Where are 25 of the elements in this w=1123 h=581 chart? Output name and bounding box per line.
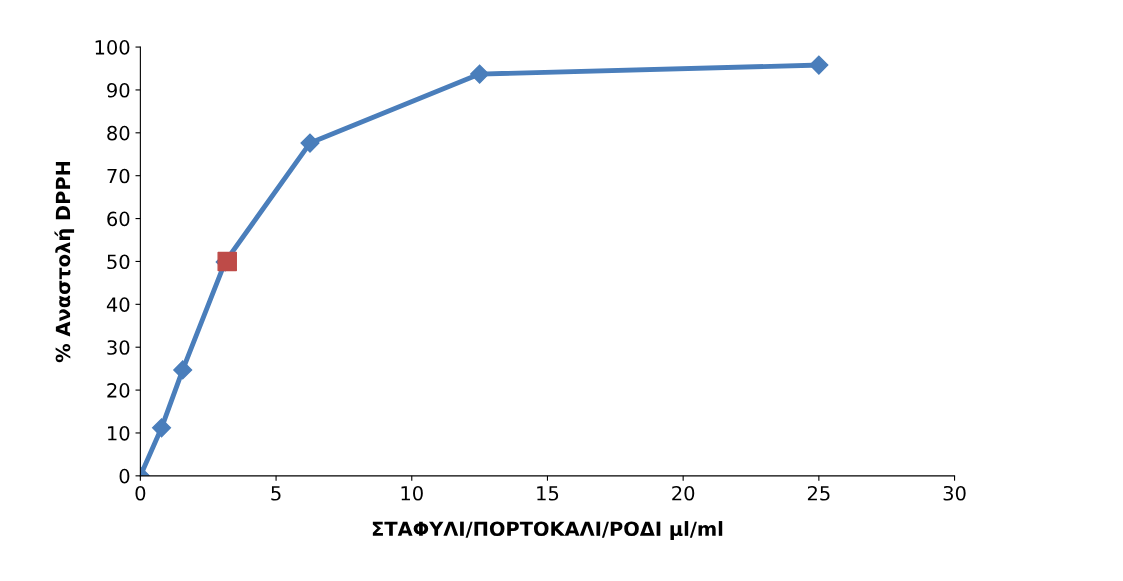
x-tick-label: 5 — [271, 486, 281, 501]
point — [300, 133, 320, 153]
point — [173, 360, 193, 380]
y-tick-label: 40 — [106, 297, 130, 312]
x-tick-label: 15 — [537, 486, 559, 501]
point — [470, 64, 490, 84]
x-axis-title: ΣΤΑΦΥΛΙ/ΠΟΡΤΟΚΑΛΙ/ΡΟΔΙ μl/ml — [372, 521, 723, 540]
y-tick-label: 70 — [107, 168, 130, 184]
point — [809, 55, 829, 75]
y-tick-label: 80 — [107, 125, 130, 141]
y-axis-title: % Αναστολή DPPH — [54, 161, 75, 363]
y-tick-label: 20 — [107, 383, 130, 398]
y-tick-label: 0 — [119, 468, 130, 484]
point — [152, 418, 172, 438]
x-tick-label: 25 — [807, 485, 830, 501]
y-tick-label: 50 — [107, 254, 130, 270]
x-tick-label: 0 — [135, 485, 146, 501]
y-tick-label: 60 — [107, 211, 130, 227]
y-tick-label: 10 — [108, 425, 130, 441]
x-tick-label: 30 — [943, 485, 966, 501]
y-tick-label: 30 — [107, 340, 130, 355]
y-tick-label: 100 — [95, 40, 130, 55]
y-tick-label: 90 — [107, 82, 130, 98]
x-tick-label: 10 — [401, 485, 423, 501]
x-tick-label: 20 — [672, 485, 695, 501]
